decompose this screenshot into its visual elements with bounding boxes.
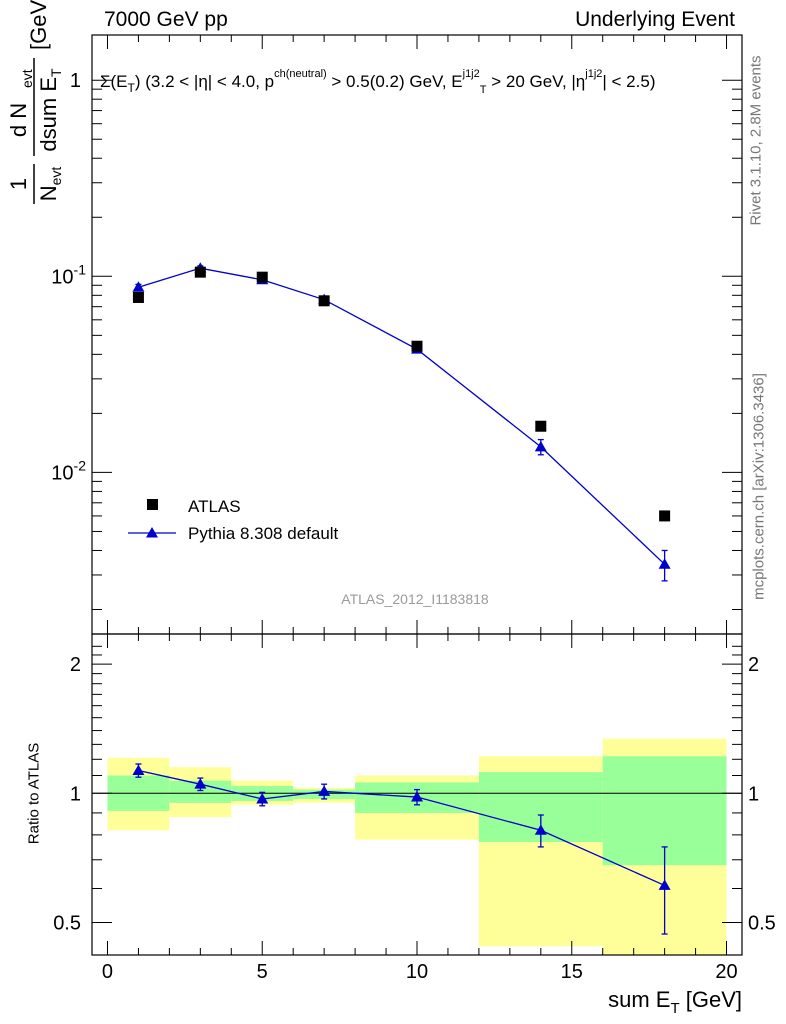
axis-labels: 0 5 10 15 20 10-2 10-1 1 0.5 0.5 1 1 2 2 sum ET [GeV] 1…: [6, 0, 776, 1017]
ratio-y-tick-label-right: 1: [748, 783, 759, 805]
source-info: mcplots.cern.ch [arXiv:1306.3436]: [750, 373, 768, 600]
mc-point: [132, 281, 145, 292]
y-label-denominator: Nevt: [36, 167, 64, 202]
x-tick-label: 15: [561, 961, 583, 983]
axis-ticks: [92, 35, 742, 955]
ratio-point: [534, 824, 547, 835]
x-tick-label: 20: [715, 961, 737, 983]
ratio-point: [194, 778, 207, 789]
x-axis-label: sum ET [GeV]: [608, 987, 742, 1017]
mc-point: [658, 558, 671, 569]
data-point: [659, 510, 671, 522]
ratio-y-tick-label-right: 0.5: [748, 912, 776, 934]
legend-mc-label: Pythia 8.308 default: [188, 524, 339, 543]
analysis-watermark: ATLAS_2012_I1183818: [341, 591, 489, 607]
header-left: 7000 GeV pp: [104, 8, 228, 31]
data-point: [318, 295, 330, 307]
legend: ATLAS Pythia 8.308 default: [128, 497, 339, 543]
x-tick-label: 5: [257, 961, 268, 983]
ratio-bands: [107, 738, 727, 955]
ratio-y-tick-label: 1: [70, 783, 81, 805]
data-point: [256, 271, 268, 283]
data-point: [535, 420, 547, 432]
mc-line: [138, 267, 666, 565]
legend-mc-marker: [146, 527, 158, 538]
ratio-point: [132, 764, 145, 775]
mc-point: [534, 440, 547, 452]
y-label-unit: [GeV-1]: [24, 0, 51, 50]
ratio-y-tick-label: 2: [70, 654, 81, 676]
data-point: [132, 291, 144, 303]
ratio-y-tick-label: 0.5: [53, 912, 81, 934]
header-right: Underlying Event: [575, 8, 735, 31]
ratio-point: [411, 791, 423, 802]
ratio-point: [658, 879, 671, 890]
y-label-dsum: dsum ET: [36, 68, 64, 152]
y-tick-label: 1: [70, 70, 81, 92]
data-point: [411, 340, 423, 352]
x-tick-label: 0: [102, 961, 113, 983]
legend-data-marker: [147, 499, 158, 510]
y-label-numerator-dn: d N: [6, 103, 31, 137]
ratio-y-axis-label: Ratio to ATLAS: [25, 742, 43, 845]
y-label-numerator-one: 1: [6, 178, 31, 190]
uncertainty-band-green: [169, 780, 232, 803]
y-tick-label: 10-2: [51, 457, 86, 484]
ratio-point: [256, 792, 269, 804]
y-tick-label: 10-1: [51, 261, 86, 288]
legend-data-label: ATLAS: [188, 497, 241, 516]
main-frame: [91, 34, 743, 635]
x-tick-label: 10: [406, 961, 428, 983]
data-point: [194, 266, 206, 278]
y-label-evt-sub: evt: [19, 69, 35, 88]
ratio-point: [318, 785, 331, 796]
plot-title: Σ(ET) (3.2 < |η| < 4.0, pch(neutral) > 0…: [100, 68, 655, 96]
ratio-y-tick-label-right: 2: [748, 654, 759, 676]
chart-series: [132, 262, 671, 935]
